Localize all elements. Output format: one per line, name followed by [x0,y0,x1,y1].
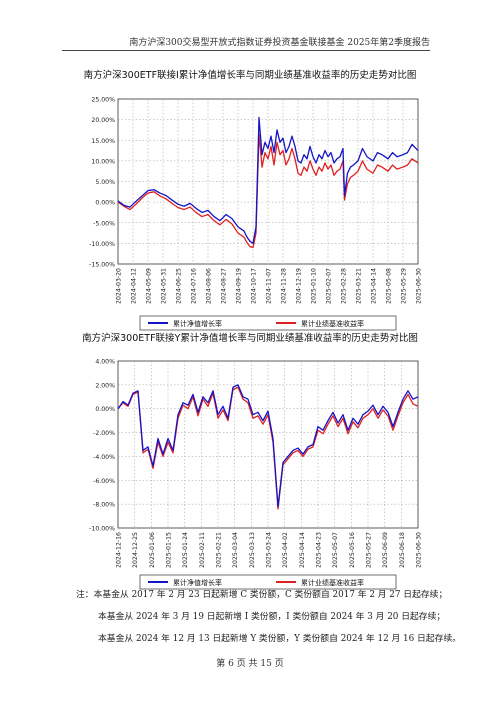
series-line [117,116,419,245]
y-tick-label: -4.00% [93,454,115,461]
x-tick-label: 2025-03-13 [249,532,256,568]
x-tick-label: 2024-05-09 [146,268,153,304]
notes: 注：本基金从 2017 年 2 月 23 日起新增 C 类份额，C 类份额自 2… [76,584,462,650]
x-tick-label: 2024-09-19 [236,268,243,304]
y-tick-label: -10.00% [89,241,115,248]
x-tick-label: 2024-07-16 [191,268,198,304]
legend-label: 累计净值增长率 [173,319,222,328]
x-tick-label: 2025-03-24 [266,532,273,568]
x-tick-label: 2025-06-30 [416,268,423,304]
x-tick-label: 2024-11-07 [266,268,273,304]
x-tick-label: 2024-08-27 [221,268,228,304]
x-tick-label: 2024-08-06 [206,268,213,304]
chart-1: 南方沪深300ETF联接I累计净值增长率与同期业绩基准收益率的历史走势对比图 -… [70,67,430,338]
y-tick-label: -10.00% [89,526,115,533]
x-tick-label: 2024-05-31 [161,268,168,304]
x-tick-label: 2025-01-24 [182,532,189,568]
x-tick-label: 2025-02-28 [341,268,348,304]
plot-frame [117,360,419,529]
series-line [117,384,419,508]
x-tick-label: 2025-05-16 [349,532,356,568]
x-tick-label: 2025-06-30 [416,532,423,568]
series-line [117,133,419,249]
x-tick-label: 2024-04-12 [131,268,138,304]
note-line: 本基金从 2024 年 3 月 19 日起新增 I 类份额，I 类份额自 202… [98,612,446,622]
y-tick-label: 0.00% [95,406,115,413]
y-tick-label: -6.00% [93,478,115,485]
y-tick-label: 15.00% [91,138,115,145]
chart-title: 南方沪深300ETF联接Y累计净值增长率与同期业绩基准收益率的历史走势对比图 [82,333,418,344]
y-tick-label: -5.00% [93,220,115,227]
x-tick-label: 2025-04-14 [371,268,378,304]
x-tick-label: 2025-03-04 [232,532,239,568]
legend-box [139,315,397,331]
chart-1-svg: -15.00% -10.00% -5.00% 0.00% 5.00% 10.00% 15.0… [89,97,423,331]
chart-2-svg: -10.00% -8.00% -6.00% -4.00% -2.00% 0.00% 2.00… [89,359,423,590]
x-tick-label: 2025-04-23 [316,532,323,568]
header-rule [62,50,430,51]
x-tick-label: 2025-05-07 [332,532,339,568]
chart-2: 南方沪深300ETF联接Y累计净值增长率与同期业绩基准收益率的历史走势对比图 -… [70,330,430,598]
chart-title: 南方沪深300ETF联接I累计净值增长率与同期业绩基准收益率的历史走势对比图 [83,70,417,81]
page-footer: 第 6 页 共 15 页 [216,659,284,669]
x-tick-label: 2025-02-07 [326,268,333,304]
note-line: 本基金从 2024 年 12 月 13 日起新增 Y 类份额，Y 类份额自 20… [98,634,462,644]
x-tick-label: 2025-04-02 [282,532,289,568]
x-tick-label: 2025-01-10 [311,268,318,304]
x-tick-label: 2025-03-21 [356,268,363,304]
x-tick-label: 2025-01-15 [166,532,173,568]
legend-label: 累计业绩基准收益率 [301,578,364,587]
x-tick-label: 2025-06-18 [399,532,406,568]
y-tick-label: 4.00% [95,359,115,366]
x-tick-label: 2025-02-11 [199,532,206,568]
note-line: 注：本基金从 2017 年 2 月 23 日起新增 C 类份额，C 类份额自 2… [76,590,448,600]
x-tick-label: 2025-04-14 [299,532,306,568]
x-tick-label: 2025-01-06 [149,532,156,568]
y-tick-label: 25.00% [91,97,115,104]
y-tick-label: -2.00% [93,430,115,437]
x-tick-label: 2024-10-17 [251,268,258,304]
y-tick-label: 0.00% [95,200,115,207]
x-tick-label: 2025-05-27 [366,532,373,568]
x-tick-label: 2024-12-16 [116,532,123,568]
y-tick-label: 20.00% [91,117,115,124]
x-tick-label: 2024-06-25 [176,268,183,304]
x-tick-label: 2025-06-09 [382,532,389,568]
x-tick-label: 2024-03-20 [116,268,123,304]
legend-label: 累计业绩基准收益率 [301,319,364,328]
y-tick-label: 2.00% [95,382,115,389]
y-tick-label: -15.00% [89,262,115,269]
y-tick-label: 10.00% [91,158,115,165]
x-tick-label: 2024-12-19 [296,268,303,304]
x-tick-label: 2025-02-21 [216,532,223,568]
page-header: 南方沪深300交易型开放式指数证券投资基金联接基金 2025年第2季度报告 [129,38,430,48]
y-tick-label: -8.00% [93,502,115,509]
x-tick-label: 2024-11-28 [281,268,288,304]
x-tick-label: 2025-05-08 [386,268,393,304]
legend-box [139,574,397,590]
legend-label: 累计净值增长率 [173,578,222,587]
x-tick-label: 2025-05-29 [401,268,408,304]
x-tick-label: 2024-12-25 [132,532,139,568]
y-tick-label: 5.00% [95,179,115,186]
